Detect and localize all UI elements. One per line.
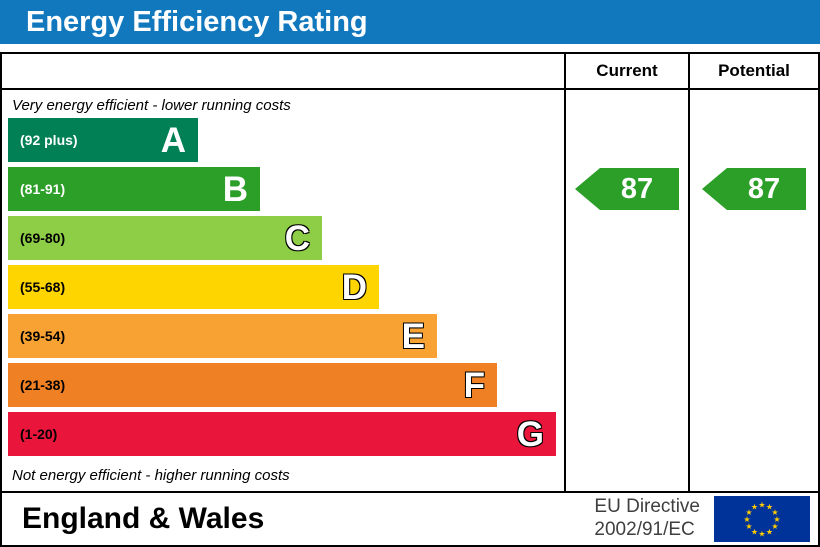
svg-text:★: ★ [751,503,758,512]
potential-rating-value: 87 [747,172,781,205]
band-letter: A [160,120,186,160]
band-letter: C [284,218,310,258]
svg-text:★: ★ [771,508,778,517]
top-caption: Very energy efficient - lower running co… [12,97,291,114]
eu-flag-icon: ★ ★ ★ ★ ★ ★ ★ ★ ★ ★ ★ ★ [714,496,810,542]
chart-body: Very energy efficient - lower running co… [2,90,818,491]
band-letter: F [463,365,485,405]
current-rating-column: 87 [564,90,688,491]
svg-text:★: ★ [743,515,750,524]
chart-header-row: Current Potential [2,54,818,90]
region-label: England & Wales [22,502,265,535]
band-range-label: (21-38) [20,377,66,393]
header-spacer [2,54,564,88]
eu-directive-line2: 2002/91/EC [594,519,695,540]
band-row-a: (92 plus) A [8,118,198,162]
band-letter: E [401,316,425,356]
bands-column: Very energy efficient - lower running co… [2,90,564,491]
band-range-label: (55-68) [20,279,66,295]
potential-rating-column: 87 [688,90,818,491]
svg-text:★: ★ [758,501,765,510]
chart-footer: England & Wales EU Directive 2002/91/EC … [2,491,818,545]
band-range-label: (92 plus) [20,132,78,148]
eu-directive-line1: EU Directive [594,496,700,518]
current-rating-arrow: 87 [575,168,679,210]
svg-text:★: ★ [766,528,773,537]
svg-text:★: ★ [745,522,752,531]
band-row-d: (55-68) D [8,265,379,309]
band-row-c: (69-80) C [8,216,322,260]
page-title: Energy Efficiency Rating [0,0,820,44]
band-letter: G [516,414,544,454]
svg-text:★: ★ [758,530,765,539]
epc-chart: Current Potential Very energy efficient … [0,52,820,547]
column-header-potential: Potential [688,54,818,88]
svg-text:★: ★ [751,528,758,537]
eu-directive-label: EU Directive 2002/91/EC [594,496,700,542]
band-range-label: (81-91) [20,181,66,197]
current-rating-value: 87 [620,172,654,205]
band-row-g: (1-20) G [8,412,556,456]
band-range-label: (1-20) [20,426,58,442]
svg-text:★: ★ [771,522,778,531]
svg-text:★: ★ [745,508,752,517]
potential-rating-arrow: 87 [702,168,806,210]
column-header-current: Current [564,54,688,88]
band-range-label: (39-54) [20,328,66,344]
band-letter: B [222,169,248,209]
svg-text:★: ★ [766,503,773,512]
band-row-b: (81-91) B [8,167,260,211]
band-range-label: (69-80) [20,230,66,246]
bottom-caption: Not energy efficient - higher running co… [12,467,290,484]
band-row-e: (39-54) E [8,314,437,358]
svg-text:★: ★ [773,515,780,524]
band-row-f: (21-38) F [8,363,497,407]
band-letter: D [341,267,367,307]
